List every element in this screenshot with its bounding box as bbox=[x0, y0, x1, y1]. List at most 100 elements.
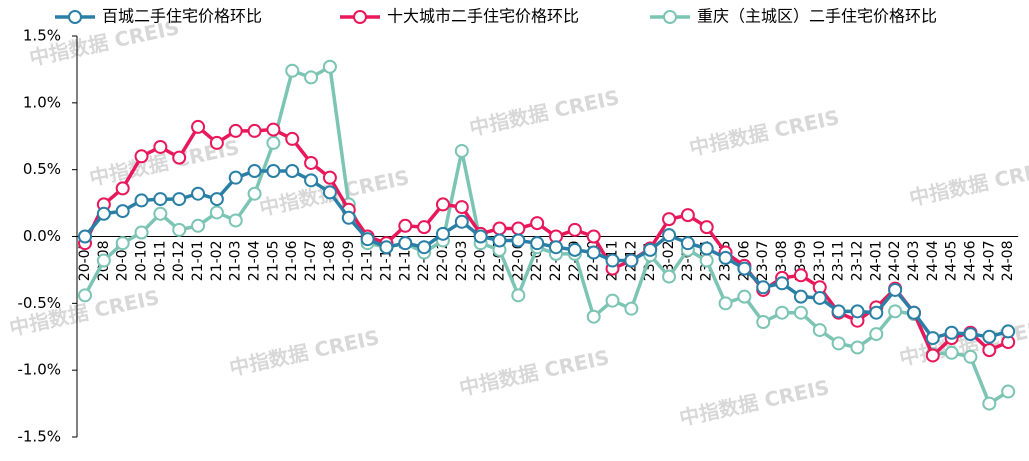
point bbox=[153, 206, 168, 221]
point bbox=[322, 170, 337, 185]
point bbox=[605, 253, 620, 268]
point bbox=[78, 229, 92, 244]
point bbox=[454, 214, 469, 229]
point bbox=[417, 240, 432, 255]
point bbox=[492, 221, 507, 236]
legend-label: 重庆（主城区）二手住宅价格环比 bbox=[697, 7, 937, 26]
point bbox=[153, 139, 168, 154]
point bbox=[172, 192, 187, 207]
point bbox=[586, 309, 601, 324]
point bbox=[266, 122, 281, 137]
point bbox=[530, 216, 545, 231]
point bbox=[134, 193, 149, 208]
point bbox=[605, 293, 620, 308]
point bbox=[435, 197, 450, 212]
point bbox=[134, 225, 149, 240]
point bbox=[360, 232, 375, 247]
x-tick-label: 21-12 bbox=[397, 241, 413, 282]
point bbox=[191, 119, 206, 134]
watermark: 中指数据 CREIS bbox=[687, 105, 841, 160]
point bbox=[662, 269, 677, 284]
point bbox=[322, 185, 337, 200]
point bbox=[228, 170, 243, 185]
point bbox=[1001, 384, 1016, 399]
point bbox=[925, 348, 940, 363]
point bbox=[699, 220, 714, 235]
point bbox=[191, 218, 206, 233]
point bbox=[737, 261, 752, 276]
point bbox=[322, 59, 337, 74]
point bbox=[586, 229, 601, 244]
point bbox=[963, 349, 978, 364]
point bbox=[454, 143, 469, 158]
point bbox=[549, 240, 563, 255]
y-tick-label: 0.5% bbox=[23, 160, 61, 178]
x-tick-label: 23-07 bbox=[755, 241, 771, 282]
point bbox=[530, 236, 545, 251]
point bbox=[963, 327, 978, 342]
point bbox=[662, 228, 677, 243]
point bbox=[925, 331, 940, 346]
x-tick-label: 24-04 bbox=[925, 240, 941, 281]
x-tick-label: 24-05 bbox=[944, 241, 960, 282]
point bbox=[304, 173, 319, 188]
y-tick-label: 1.5% bbox=[23, 27, 61, 45]
point bbox=[944, 325, 959, 340]
x-tick-label: 21-02 bbox=[209, 241, 225, 282]
point bbox=[944, 345, 959, 360]
point bbox=[398, 218, 413, 233]
x-tick-label: 21-03 bbox=[228, 241, 244, 282]
point bbox=[247, 123, 262, 138]
point bbox=[435, 226, 450, 241]
point bbox=[247, 186, 262, 201]
point bbox=[304, 155, 319, 170]
y-tick-label: -1.0% bbox=[17, 361, 61, 379]
x-tick-label: 23-10 bbox=[812, 241, 828, 282]
point bbox=[699, 253, 714, 268]
legend-label: 十大城市二手住宅价格环比 bbox=[387, 7, 579, 26]
x-tick-label: 24-06 bbox=[962, 240, 978, 281]
x-tick-label: 21-05 bbox=[265, 241, 281, 282]
point bbox=[756, 280, 771, 295]
x-tick-label: 21-09 bbox=[341, 241, 357, 282]
point bbox=[511, 221, 526, 236]
point bbox=[266, 164, 281, 179]
point bbox=[718, 250, 733, 265]
point bbox=[699, 241, 714, 256]
x-tick-label: 20-07 bbox=[77, 241, 93, 282]
point bbox=[115, 204, 130, 219]
point bbox=[775, 276, 790, 291]
point bbox=[1001, 324, 1016, 339]
watermark: 中指数据 CREIS bbox=[227, 325, 381, 380]
point bbox=[492, 233, 507, 248]
point bbox=[567, 242, 582, 257]
watermark: 中指数据 CREIS bbox=[457, 345, 611, 400]
y-tick-label: -0.5% bbox=[17, 294, 61, 312]
point bbox=[228, 213, 243, 228]
x-tick-label: 23-08 bbox=[774, 241, 790, 282]
point bbox=[473, 229, 488, 244]
x-tick-label: 21-01 bbox=[190, 241, 206, 282]
point bbox=[812, 290, 827, 305]
point bbox=[209, 205, 224, 220]
x-tick-label: 21-06 bbox=[284, 240, 300, 281]
x-tick-label: 24-02 bbox=[887, 241, 903, 282]
point bbox=[680, 236, 695, 251]
point bbox=[228, 123, 243, 138]
x-tick-label: 22-02 bbox=[435, 241, 451, 282]
x-tick-label: 21-07 bbox=[303, 241, 319, 282]
point bbox=[285, 63, 300, 78]
point bbox=[78, 288, 92, 303]
x-tick-label: 20-09 bbox=[115, 241, 131, 282]
point bbox=[304, 70, 319, 85]
point bbox=[96, 206, 111, 221]
point bbox=[172, 150, 187, 165]
point bbox=[793, 305, 808, 320]
point bbox=[398, 236, 413, 251]
x-tick-label: 21-10 bbox=[360, 241, 376, 282]
point bbox=[888, 304, 903, 319]
point bbox=[341, 210, 356, 225]
point bbox=[209, 192, 224, 207]
